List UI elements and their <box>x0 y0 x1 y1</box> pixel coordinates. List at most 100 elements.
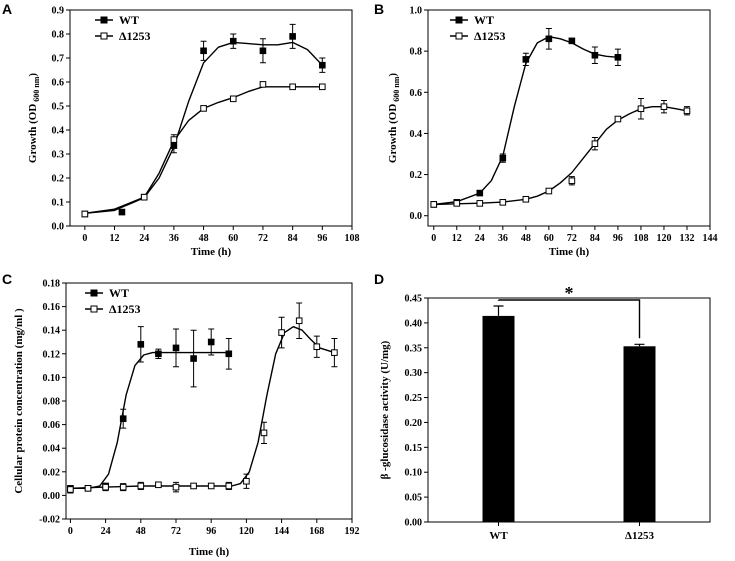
data-point-wt <box>155 350 162 358</box>
x-tick-label: 48 <box>521 233 531 244</box>
legend-marker <box>100 16 108 24</box>
y-tick-label: 0.18 <box>43 279 61 290</box>
x-axis-label: Time (h) <box>549 246 590 258</box>
data-point-mutant <box>243 477 250 485</box>
data-point-mutant <box>225 482 233 490</box>
data-point-wt <box>319 61 326 69</box>
data-point-mutant <box>137 482 145 490</box>
data-point-wt <box>289 33 296 40</box>
data-point-mutant <box>289 83 296 91</box>
y-tick-label: 0.7 <box>52 54 65 65</box>
data-point-mutant <box>229 95 237 103</box>
data-point-mutant <box>155 481 162 489</box>
x-tick-label: 144 <box>274 526 289 537</box>
error-bar <box>634 343 645 347</box>
data-point-wt <box>522 56 530 63</box>
data-point-mutant <box>683 107 691 115</box>
panel-letter-d: D <box>374 271 384 287</box>
data-point-mutant <box>591 140 599 148</box>
data-point-mutant <box>207 482 215 490</box>
x-tick-label: 0 <box>431 233 436 244</box>
legend-label-mutant: Δ1253 <box>109 302 141 316</box>
series-curve-wt <box>84 41 323 214</box>
data-point-mutant <box>140 193 148 201</box>
data-point-mutant <box>545 187 553 195</box>
x-tick-label: 0 <box>68 526 73 537</box>
data-point-wt <box>190 355 197 362</box>
data-point-wt <box>476 189 484 197</box>
data-point-mutant <box>453 200 461 207</box>
y-tick-label: 0.08 <box>43 397 61 408</box>
y-tick-label: 0.4 <box>410 129 423 140</box>
data-point-mutant <box>172 483 180 491</box>
y-axis-label: Growth (OD 600 nm) <box>27 73 41 164</box>
x-tick-label: 72 <box>171 526 181 537</box>
error-bar <box>493 305 504 316</box>
y-tick-label: 0.40 <box>405 318 423 329</box>
y-tick-label: 0.00 <box>43 491 61 502</box>
x-axis-label: Time (h) <box>191 246 232 258</box>
x-axis-label: Time (h) <box>189 546 230 558</box>
y-tick-label: 0.35 <box>405 343 423 354</box>
data-point-mutant <box>295 317 303 325</box>
y-tick-label: 1.0 <box>410 6 423 17</box>
x-tick-label: 84 <box>590 233 600 244</box>
data-point-mutant <box>430 201 438 208</box>
series-curve-mutant <box>70 326 335 489</box>
data-point-mutant <box>522 195 530 203</box>
data-point-mutant <box>67 486 74 493</box>
data-point-mutant <box>190 482 197 490</box>
data-point-mutant <box>476 200 484 207</box>
x-tick-label: 96 <box>206 526 216 537</box>
plot-frame <box>427 9 711 227</box>
data-point-mutant <box>102 483 109 491</box>
legend-marker <box>455 16 463 24</box>
x-tick-label: 96 <box>613 233 623 244</box>
y-tick-label: 0.15 <box>405 443 423 454</box>
x-tick-label: 36 <box>498 233 508 244</box>
x-tick-label: 0 <box>82 233 87 244</box>
panel-d-enzyme-bar-chart: 0.00 0.05 0.10 0.15 0.20 0.25 0.30 0.35 0.40 0.45… <box>379 283 711 542</box>
y-tick-label: 0.05 <box>405 493 423 504</box>
y-tick-label: 0.06 <box>43 420 61 431</box>
legend-marker <box>90 305 98 313</box>
data-point-wt <box>499 154 507 162</box>
x-tick-label: 84 <box>288 233 298 244</box>
legend-marker <box>100 32 108 40</box>
y-tick-label: 0.1 <box>52 198 65 209</box>
series-curve-mutant <box>84 86 323 214</box>
y-axis-label: Growth (OD 600 nm) <box>387 73 401 164</box>
data-point-mutant <box>200 105 207 112</box>
y-tick-label: 0.10 <box>43 373 61 384</box>
y-tick-label: 0.14 <box>43 326 61 337</box>
panel-letter-c: C <box>2 271 12 287</box>
x-tick-label: 144 <box>703 233 718 244</box>
x-tick-label: 24 <box>139 233 149 244</box>
data-point-wt <box>118 208 126 216</box>
y-tick-label: 0.25 <box>405 393 423 404</box>
data-point-mutant <box>170 136 178 143</box>
legend-label-wt: WT <box>474 13 494 27</box>
plot-frame <box>69 9 353 227</box>
y-tick-label: 0.16 <box>43 302 61 313</box>
x-tick-label: 120 <box>656 233 671 244</box>
data-point-wt <box>229 37 237 45</box>
x-tick-label: 36 <box>169 233 179 244</box>
data-point-wt <box>591 51 599 59</box>
series-curve-wt <box>70 351 229 489</box>
data-point-mutant <box>660 103 668 110</box>
significance-star: * <box>565 283 574 303</box>
y-tick-label: 0.2 <box>52 174 65 185</box>
y-axis-label: β -glucosidase activity (U/mg) <box>379 340 391 479</box>
data-point-wt <box>119 415 127 422</box>
panel-letter-b: B <box>374 1 384 17</box>
data-point-mutant <box>319 83 326 91</box>
legend-marker <box>455 32 463 40</box>
y-tick-label: -0.02 <box>39 515 60 526</box>
data-point-wt <box>137 341 145 348</box>
x-tick-label: 48 <box>199 233 209 244</box>
data-point-mutant <box>568 177 576 185</box>
y-tick-label: 0.02 <box>43 467 61 478</box>
series-curve-mutant <box>433 106 688 206</box>
